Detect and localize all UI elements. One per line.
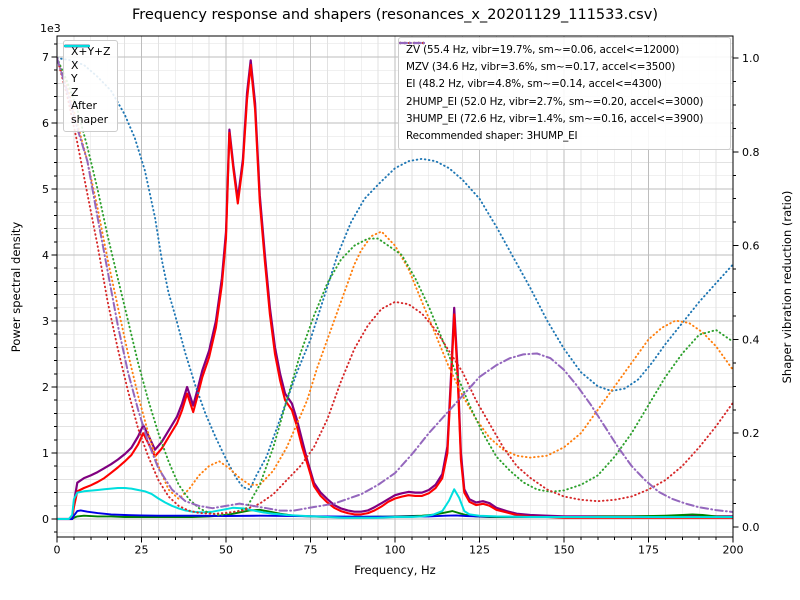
x-tick-label: 175 bbox=[638, 544, 659, 557]
legend-item: ZV (55.4 Hz, vibr=19.7%, sm~=0.06, accel… bbox=[399, 41, 723, 59]
y-left-tick-label: 4 bbox=[42, 249, 49, 262]
legend-item-label: 2HUMP_EI (52.0 Hz, vibr=2.7%, sm~=0.20, … bbox=[406, 95, 704, 108]
x-tick-label: 75 bbox=[304, 544, 318, 557]
tick-labels: 0 25 50 75 100 125 150 175 200 0 1 2 3 4 5 6 7 0.0 0.2 0.4 0… bbox=[42, 51, 760, 557]
y-left-tick-label: 5 bbox=[42, 183, 49, 196]
y-left-tick-label: 0 bbox=[42, 513, 49, 526]
y-left-tick-label: 6 bbox=[42, 117, 49, 130]
y-left-tick-label: 3 bbox=[42, 315, 49, 328]
legend-swatch bbox=[399, 41, 425, 45]
legend-swatch bbox=[399, 38, 425, 48]
series-2hump_ei bbox=[57, 57, 733, 515]
series-3hump_ei bbox=[57, 57, 733, 513]
legend-item-label: X+Y+Z bbox=[71, 45, 111, 58]
legend-item-label: Y bbox=[71, 72, 78, 86]
x-tick-label: 50 bbox=[219, 544, 233, 557]
x-tick-label: 200 bbox=[723, 544, 744, 557]
legend-item-label: After shaper bbox=[71, 99, 109, 126]
legend-item-label: MZV (34.6 Hz, vibr=3.6%, sm~=0.17, accel… bbox=[406, 61, 676, 74]
legend-item-label: Z bbox=[71, 85, 79, 99]
y-right-tick-label: 0.6 bbox=[742, 240, 760, 253]
x-axis-label: Frequency, Hz bbox=[354, 563, 436, 577]
legend-item-label: Recommended shaper: 3HUMP_EI bbox=[406, 130, 578, 143]
series bbox=[57, 57, 733, 521]
y-left-tick-label: 2 bbox=[42, 381, 49, 394]
legend-psd: X+Y+Z X Y Z After shaper bbox=[63, 40, 119, 132]
series-after-shaper bbox=[57, 487, 733, 520]
y-right-tick-label: 0.0 bbox=[742, 521, 760, 534]
legend-item-label: EI (48.2 Hz, vibr=4.8%, sm~=0.14, accel<… bbox=[406, 78, 662, 91]
chart-title: Frequency response and shapers (resonanc… bbox=[132, 7, 658, 23]
x-tick-label: 0 bbox=[54, 544, 61, 557]
legend-item: EI (48.2 Hz, vibr=4.8%, sm~=0.14, accel<… bbox=[399, 41, 723, 93]
y-left-tick-label: 1 bbox=[42, 447, 49, 460]
y-right-tick-label: 0.4 bbox=[742, 333, 760, 346]
legend-item-label: X bbox=[71, 58, 79, 72]
legend-item-label: ZV (55.4 Hz, vibr=19.7%, sm~=0.06, accel… bbox=[406, 44, 680, 56]
legend-item: 2HUMP_EI (52.0 Hz, vibr=2.7%, sm~=0.20, … bbox=[399, 41, 723, 111]
legend-item: After shaper bbox=[64, 44, 110, 126]
y-left-tick-label: 7 bbox=[42, 51, 49, 64]
y-right-tick-label: 0.2 bbox=[742, 427, 760, 440]
x-tick-label: 25 bbox=[135, 544, 149, 557]
legend-item: X bbox=[64, 44, 110, 73]
legend-item: MZV (34.6 Hz, vibr=3.6%, sm~=0.17, accel… bbox=[399, 41, 723, 76]
legend-item: Recommended shaper: 3HUMP_EI bbox=[406, 128, 723, 145]
legend-item: Z bbox=[64, 44, 110, 100]
series-ei bbox=[57, 57, 733, 517]
series-z bbox=[57, 509, 733, 520]
legend-item: Y bbox=[64, 44, 110, 86]
legend-swatch bbox=[64, 44, 90, 48]
series-mzv bbox=[57, 57, 733, 500]
y-right-tick-label: 1.0 bbox=[742, 52, 760, 65]
y-axis-multiplier-label: 1e3 bbox=[40, 22, 61, 35]
series-zv bbox=[57, 57, 733, 491]
x-tick-label: 150 bbox=[554, 544, 575, 557]
y-right-tick-label: 0.8 bbox=[742, 146, 760, 159]
legend-item: 3HUMP_EI (72.6 Hz, vibr=1.4%, sm~=0.16, … bbox=[399, 41, 723, 128]
ticks bbox=[51, 43, 739, 543]
x-tick-label: 125 bbox=[469, 544, 490, 557]
x-tick-label: 100 bbox=[385, 544, 406, 557]
legend-item-label: 3HUMP_EI (72.6 Hz, vibr=1.4%, sm~=0.16, … bbox=[406, 112, 704, 125]
legend-shapers: ZV (55.4 Hz, vibr=19.7%, sm~=0.06, accel… bbox=[398, 37, 731, 151]
